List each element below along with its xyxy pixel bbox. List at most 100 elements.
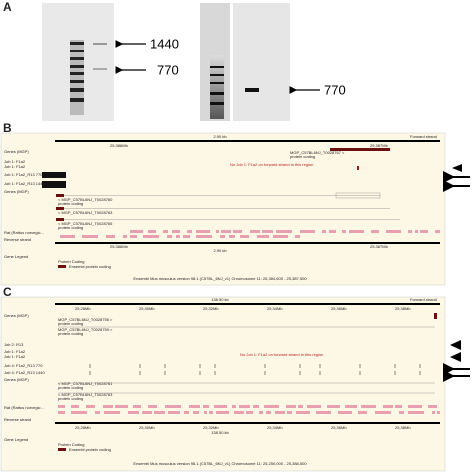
rat-block — [148, 405, 157, 408]
gel-2 — [200, 3, 290, 121]
track-label: Job 1: F1a2 — [4, 349, 26, 354]
track-label: Genes (MGP) — [4, 377, 29, 382]
biotype: protein coding — [58, 201, 83, 206]
track-label: Genes (MGP) — [4, 313, 29, 318]
rat-block — [295, 235, 300, 238]
rat-block — [193, 411, 199, 414]
rat-block — [349, 230, 364, 233]
rat-block — [168, 411, 180, 414]
rat-block — [246, 411, 253, 414]
position-tick: 25.30Mb — [139, 306, 155, 311]
position-tick: 25.36Mb — [331, 306, 347, 311]
rat-alignments — [60, 230, 440, 238]
rat-block — [408, 230, 412, 233]
biotype: protein coding — [58, 225, 83, 230]
rat-block — [307, 405, 321, 408]
rat-block — [187, 230, 192, 233]
legend-title: Gene Legend — [4, 254, 28, 259]
gene-name: < MGP_C57BL6NJ_T0028765 — [58, 221, 113, 226]
rat-block — [408, 411, 424, 414]
rat-block — [342, 230, 346, 233]
rat-block — [399, 411, 404, 414]
rat-block — [133, 405, 141, 408]
gel-1 — [42, 3, 114, 121]
rat-block — [338, 411, 352, 414]
rat-block — [371, 230, 379, 233]
rat-block — [300, 230, 315, 233]
rat-block — [58, 411, 65, 414]
rat-block — [361, 405, 376, 408]
track-label: Rat (Rattus norvegic... — [4, 405, 44, 410]
rat-block — [106, 235, 115, 238]
position-tick: 25.36Mb — [331, 425, 347, 430]
rat-block — [229, 235, 235, 238]
rat-block — [232, 405, 236, 408]
position-tick: 25.386Mb — [110, 244, 129, 249]
position-tick: 25.28Mb — [75, 425, 91, 430]
rat-block — [142, 411, 152, 414]
rat-block — [375, 411, 391, 414]
position-tick: 25.387Mb — [370, 244, 389, 249]
track-label: Genes (MGP) — [4, 189, 29, 194]
rat-block — [420, 230, 428, 233]
genome-browser: 2.90 kb Forward strand 25.386Mb 25.387Mb… — [0, 132, 446, 286]
rat-block — [322, 230, 326, 233]
scale-length: 2.90 kb — [213, 248, 227, 253]
rat-block — [128, 411, 139, 414]
track-label: Job 4: F1a2_R13 770 — [4, 363, 43, 368]
legend-heading: Protein Coding — [58, 442, 84, 447]
rat-block — [203, 405, 209, 408]
rat-block — [184, 411, 189, 414]
legend-heading: Protein Coding — [58, 259, 84, 264]
scale-length: 2.90 kb — [213, 134, 227, 139]
position-tick: 25.34Mb — [267, 306, 283, 311]
rat-block — [298, 405, 303, 408]
track-label: Job 1: F1a2 — [4, 164, 26, 169]
rat-block — [123, 235, 127, 238]
rat-block — [316, 411, 331, 414]
rat-block — [234, 411, 244, 414]
rat-block — [216, 411, 229, 414]
rat-block — [286, 405, 296, 408]
biotype: protein coding — [58, 331, 83, 336]
gene-name: MGP_C57BL6NJ_T0028755 > — [58, 317, 113, 322]
rat-block — [233, 230, 242, 233]
scale-length: 138.50 kb — [211, 430, 229, 435]
rat-block — [383, 405, 393, 408]
rat-block — [257, 235, 269, 238]
position-tick: 25.387Mb — [370, 143, 389, 148]
rat-block — [130, 230, 143, 233]
rat-block — [239, 405, 250, 408]
size-marker: 1440 — [150, 36, 179, 51]
rat-block — [415, 230, 418, 233]
gene-name: < MGP_C57BL6NJ_T0028763 — [58, 392, 113, 397]
rat-block — [408, 405, 422, 408]
rat-block — [58, 405, 65, 408]
gene-name: MGP_C57BL6NJ_T0028767 > — [290, 150, 345, 155]
position-tick: 25.38Mb — [395, 425, 411, 430]
rat-block — [386, 230, 401, 233]
position-tick: 25.386Mb — [110, 143, 129, 148]
biotype: protein coding — [58, 396, 83, 401]
arrowhead — [452, 164, 462, 172]
rat-block — [130, 235, 137, 238]
rat-block — [204, 411, 207, 414]
position-tick: 25.30Mb — [139, 425, 155, 430]
rat-block — [250, 230, 260, 233]
rat-block — [183, 235, 190, 238]
rat-block — [432, 411, 435, 414]
rat-block — [104, 411, 120, 414]
gene-name: < MGP_C57BL6NJ_T0028760 — [58, 197, 113, 202]
rat-block — [154, 411, 165, 414]
rat-block — [296, 411, 310, 414]
track-label: Job 1: F1a2 — [4, 159, 26, 164]
arrowhead — [450, 340, 461, 350]
rat-block — [172, 230, 180, 233]
gene-name: MGP_C57BL6NJ_T0028759 > — [58, 327, 113, 332]
rat-block — [82, 235, 98, 238]
rat-block — [71, 405, 79, 408]
strand-label: Reverse strand — [4, 237, 31, 242]
footer: Ensembl Mus musculus version 98.1 (C57BL… — [133, 276, 307, 281]
